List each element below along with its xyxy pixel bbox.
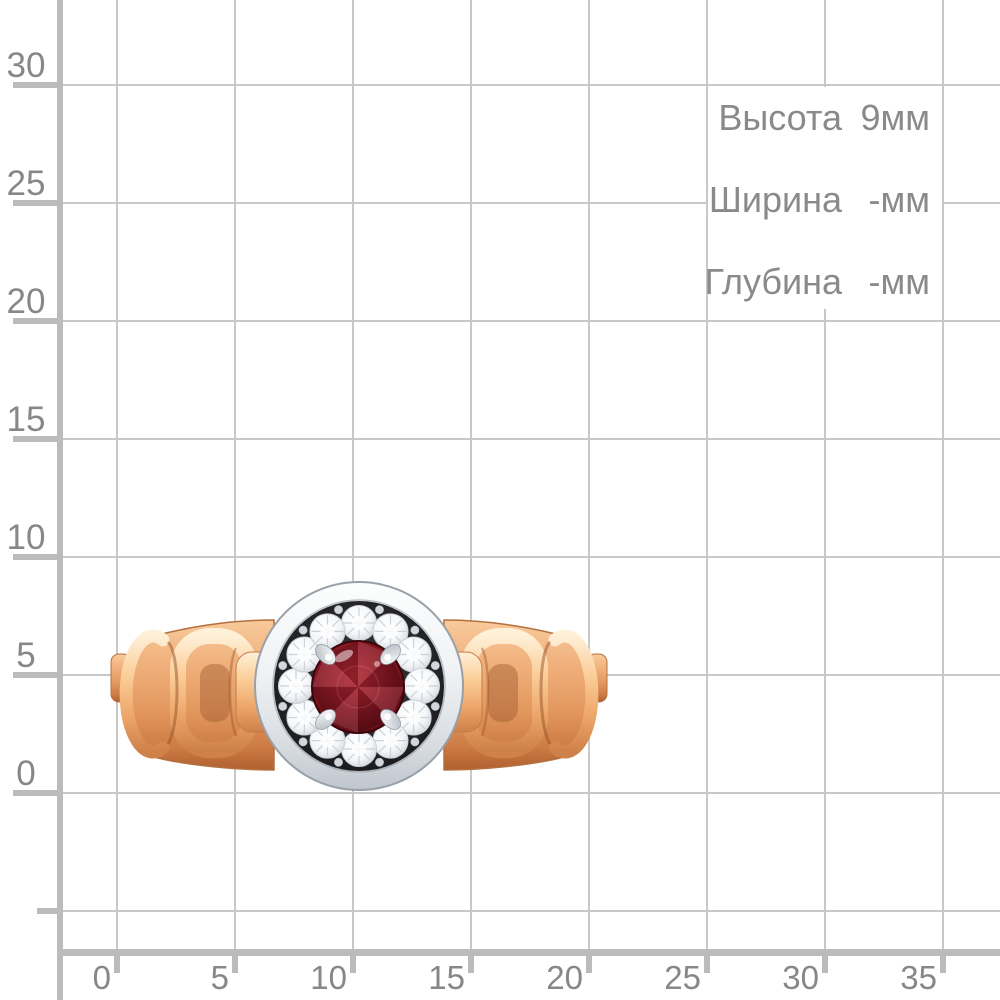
dimension-row-width: Ширина -мм: [708, 181, 930, 219]
grid-line-vertical: [824, 0, 826, 950]
x-axis-label: 10: [310, 959, 347, 996]
depth-value: -мм: [868, 261, 931, 303]
y-axis-tick: [13, 436, 59, 442]
grid-line-horizontal: [57, 320, 1000, 322]
dimension-row-height: Высота 9мм: [708, 99, 930, 137]
x-axis-label: 30: [782, 959, 819, 996]
y-axis-label: 25: [6, 164, 46, 203]
y-axis-label: 20: [6, 282, 46, 321]
width-value: -мм: [868, 179, 931, 221]
height-value: 9мм: [860, 97, 930, 138]
width-label: Ширина: [708, 179, 842, 221]
y-axis-tick: [13, 554, 59, 560]
dimension-row-depth: Глубина -мм: [704, 261, 931, 303]
garnet-facets-light: [312, 641, 404, 733]
garnet-facets-dark: [312, 641, 404, 733]
grid-line-vertical: [234, 0, 236, 950]
grid-line-vertical: [470, 0, 472, 950]
x-axis-label: 5: [210, 959, 229, 996]
x-axis-tick: [822, 955, 828, 973]
y-axis-tick: [13, 200, 59, 206]
grid-line-horizontal: [57, 84, 1000, 86]
grid-line-vertical: [352, 0, 354, 950]
depth-label: Глубина: [704, 261, 842, 303]
y-axis-tick: [13, 672, 59, 678]
grid-line-horizontal: [57, 202, 1000, 204]
x-axis-label: 0: [92, 959, 111, 996]
y-axis-label: 15: [6, 400, 46, 439]
y-axis-tick: [13, 790, 59, 796]
garnet-stone: [311, 640, 405, 734]
grid-line-horizontal: [57, 792, 1000, 794]
grid-line-vertical: [588, 0, 590, 950]
y-axis-label: 30: [6, 46, 46, 85]
grid-line-vertical: [116, 0, 118, 950]
y-axis-tick: [13, 82, 59, 88]
ring-photo: [105, 581, 610, 791]
x-axis-label: 15: [428, 959, 465, 996]
y-axis-label: 5: [16, 636, 36, 675]
y-axis-tick: [37, 908, 59, 914]
x-axis-line: [57, 949, 1000, 956]
x-axis-label: 20: [546, 959, 583, 996]
y-axis-line: [57, 0, 63, 1000]
x-axis-tick: [232, 955, 238, 973]
dimensions-panel: Высота 9мм Ширина -мм Глубина -мм: [704, 87, 942, 309]
x-axis-tick: [114, 955, 120, 973]
x-axis-label: 35: [900, 959, 937, 996]
x-axis-tick: [468, 955, 474, 973]
y-axis-label: 0: [16, 754, 36, 793]
y-axis-tick: [13, 318, 59, 324]
x-axis-tick: [940, 955, 946, 973]
grid-line-horizontal: [57, 910, 1000, 912]
x-axis-tick: [586, 955, 592, 973]
grid-line-vertical: [706, 0, 708, 950]
grid-line-horizontal: [57, 438, 1000, 440]
bezel-beads: [278, 605, 440, 767]
x-axis-tick: [704, 955, 710, 973]
grid-line-vertical: [942, 0, 944, 950]
y-axis-label: 10: [6, 518, 46, 557]
height-label: Высота: [718, 97, 842, 138]
grid-line-horizontal: [57, 556, 1000, 558]
x-axis-label: 25: [664, 959, 701, 996]
x-axis-tick: [350, 955, 356, 973]
